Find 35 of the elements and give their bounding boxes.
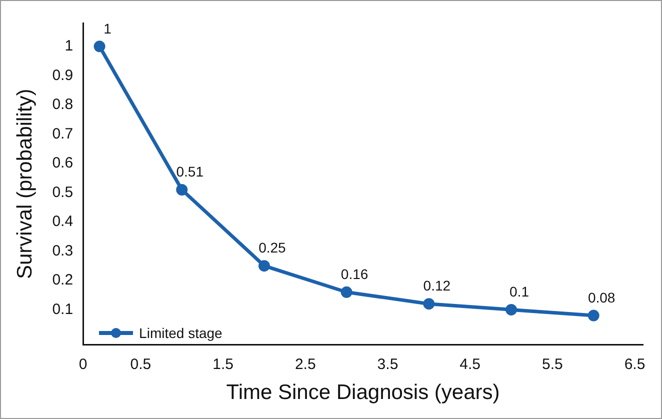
x-tick-label: 2.5: [294, 356, 316, 373]
point: [340, 286, 352, 298]
y-tick-label: 1: [64, 38, 74, 55]
y-tick-label: 0.6: [52, 154, 74, 172]
y-tick-label: 0.9: [52, 66, 74, 84]
data-label: 0.51: [176, 164, 204, 180]
point: [423, 298, 435, 310]
data-label: 0.08: [588, 289, 616, 306]
data-label: 0.16: [340, 266, 368, 282]
data-label: 1: [104, 20, 112, 36]
point: [94, 40, 106, 52]
point: [505, 304, 517, 316]
x-axis-title: Time Since Diagnosis (years): [226, 381, 500, 404]
x-tick-label: 6.5: [624, 356, 646, 373]
y-tick-label: 0.5: [52, 184, 74, 201]
point: [258, 260, 270, 272]
y-tick-label: 0.2: [52, 272, 74, 289]
y-tick-label: 0.1: [52, 300, 74, 318]
x-tick-label: 4.5: [460, 356, 481, 373]
y-tick-label: 0.7: [52, 125, 74, 142]
y-tick-label: 0.8: [52, 96, 74, 114]
data-label: 0.12: [423, 278, 451, 294]
data-label: 0.1: [510, 284, 530, 300]
x-tick-label: 0.5: [130, 356, 152, 373]
y-axis-title: Survival (probability): [13, 88, 36, 280]
point: [176, 184, 188, 196]
x-tick-label: 3.5: [377, 356, 398, 373]
y-tick-label: 0.4: [52, 213, 74, 230]
legend-label: Limited stage: [139, 324, 222, 341]
x-tick-label: 1.5: [212, 356, 234, 373]
x-tick-label: 5.5: [542, 356, 563, 373]
y-tick-label: 0.3: [52, 242, 74, 260]
x-tick-label: 0: [78, 356, 88, 373]
data-label: 0.25: [258, 240, 286, 256]
point: [588, 310, 600, 322]
